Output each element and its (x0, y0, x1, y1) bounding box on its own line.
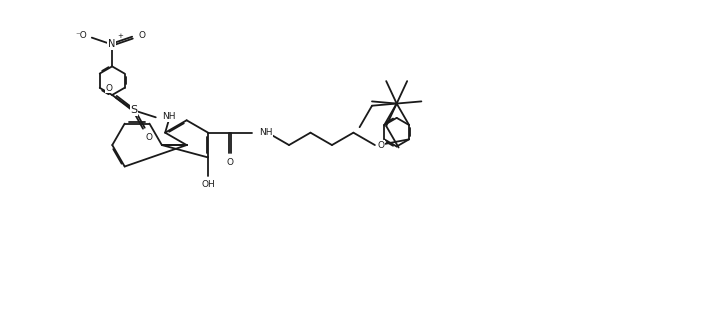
Text: +: + (118, 33, 123, 39)
Text: N: N (108, 39, 115, 49)
Text: O: O (146, 133, 153, 142)
Text: O: O (105, 84, 112, 93)
Text: OH: OH (201, 180, 215, 189)
Text: NH: NH (162, 112, 176, 121)
Text: O: O (227, 158, 234, 167)
Text: O: O (138, 31, 145, 40)
Text: O: O (378, 141, 385, 149)
Text: S: S (130, 105, 137, 115)
Text: NH: NH (258, 128, 272, 137)
Text: ⁻O: ⁻O (75, 31, 87, 40)
